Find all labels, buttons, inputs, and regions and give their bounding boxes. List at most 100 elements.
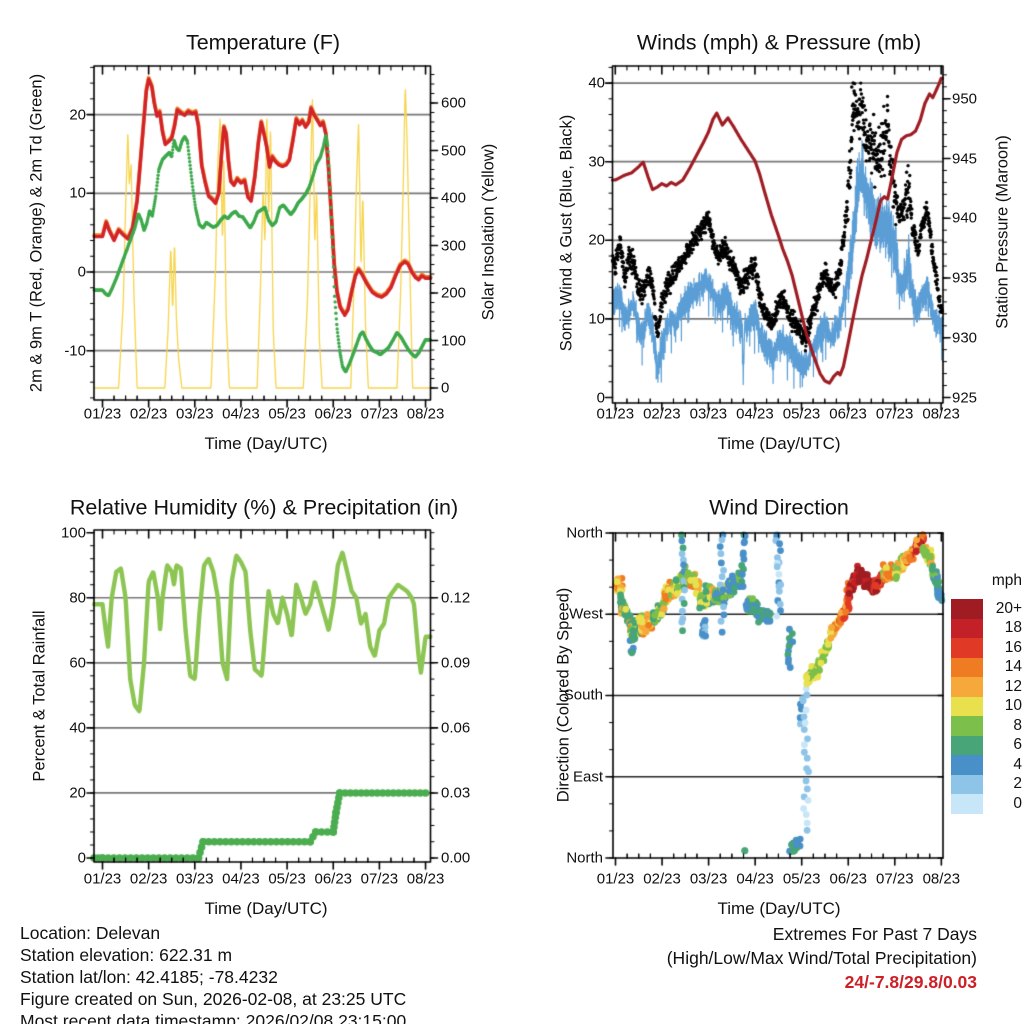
direction-y-tick: North — [566, 849, 603, 867]
x-tick-label: 02/23 — [129, 870, 168, 888]
x-tick-label: 05/23 — [268, 405, 306, 423]
colorbar-label: 2 — [1013, 775, 1022, 793]
direction-y-tick: East — [572, 768, 603, 786]
temp-y-tick: 0 — [77, 263, 86, 281]
rh-y-tick: 60 — [69, 654, 86, 672]
pressure-right-axis-label: Station Pressure (Maroon) — [993, 135, 1012, 329]
colorbar-label: 8 — [1013, 716, 1022, 734]
pressure-y-tick: 925 — [952, 389, 978, 406]
x-tick-label: 03/23 — [689, 405, 728, 423]
colorbar-label: 6 — [1013, 736, 1022, 754]
x-tick-label: 05/23 — [782, 870, 821, 888]
direction-y-tick: North — [566, 524, 603, 542]
solar-y-tick: 400 — [441, 189, 467, 207]
x-tick-label: 07/23 — [360, 405, 399, 423]
x-tick-label: 08/23 — [922, 405, 960, 423]
x-tick-label: 03/23 — [689, 870, 728, 888]
temp-y-tick: 10 — [69, 184, 86, 202]
x-tick-label: 06/23 — [829, 870, 868, 888]
x-tick-label: 06/23 — [829, 405, 867, 423]
footer-created: Figure created on Sun, 2026-02-08, at 23… — [20, 989, 407, 1009]
extremes-values: 24/-7.8/29.8/0.03 — [844, 972, 977, 992]
wind-y-tick: 30 — [588, 153, 605, 171]
colorbar-label: 4 — [1013, 755, 1022, 773]
x-tick-label: 01/23 — [596, 405, 635, 423]
panel-title-humidity: Relative Humidity (%) & Precipitation (i… — [69, 495, 459, 520]
colorbar-label: 0 — [1013, 794, 1022, 812]
x-tick-label: 08/23 — [406, 405, 445, 423]
rh-y-tick: 20 — [69, 784, 86, 802]
rh-y-tick: 80 — [69, 589, 86, 607]
temp-x-axis-label: Time (Day/UTC) — [204, 434, 328, 453]
x-tick-label: 07/23 — [875, 405, 914, 423]
rh-y-tick: 40 — [69, 719, 86, 737]
footer-latlon: Station lat/lon: 42.4185; -78.4232 — [20, 967, 278, 987]
x-tick-label: 02/23 — [129, 405, 168, 423]
pressure-y-tick: 945 — [952, 150, 978, 167]
colorbar-label: 18 — [1004, 619, 1022, 637]
x-tick-label: 03/23 — [176, 405, 214, 423]
x-tick-label: 06/23 — [314, 405, 353, 423]
footer-timestamp: Most recent data timestamp: 2026/02/08 2… — [20, 1011, 407, 1024]
direction-x-axis-label: Time (Day/UTC) — [717, 899, 841, 918]
colorbar-label: 10 — [1004, 697, 1022, 715]
colorbar-swatch — [951, 677, 983, 697]
extremes-block: Extremes For Past 7 Days (High/Low/Max W… — [667, 922, 977, 994]
humidity-left-axis-label: Percent & Total Rainfall — [30, 610, 49, 782]
solar-y-tick: 0 — [441, 379, 450, 397]
station-footer: Location: Delevan Station elevation: 622… — [20, 922, 406, 1024]
x-tick-label: 08/23 — [922, 870, 961, 888]
extremes-subtitle: (High/Low/Max Wind/Total Precipitation) — [666, 948, 977, 968]
wind-y-tick: 40 — [588, 74, 605, 92]
rh-y-tick: 100 — [60, 524, 86, 542]
x-tick-label: 01/23 — [83, 870, 122, 888]
wind-left-axis-label: Sonic Wind & Gust (Blue, Black) — [557, 114, 576, 352]
colorbar-swatch — [951, 774, 983, 794]
footer-location: Location: Delevan — [20, 923, 161, 943]
x-tick-label: 05/23 — [268, 870, 306, 888]
x-tick-label: 05/23 — [782, 405, 821, 423]
x-tick-label: 07/23 — [876, 870, 914, 888]
wind-y-tick: 20 — [588, 231, 605, 249]
x-tick-label: 02/23 — [643, 405, 681, 423]
direction-y-tick: West — [569, 605, 603, 623]
x-tick-label: 07/23 — [360, 870, 399, 888]
footer-elevation: Station elevation: 622.31 m — [20, 945, 233, 965]
solar-right-axis-label: Solar Insolation (Yellow) — [479, 143, 498, 321]
colorbar-label: 12 — [1004, 677, 1022, 695]
extremes-title: Extremes For Past 7 Days — [772, 924, 977, 944]
colorbar-swatch — [951, 735, 983, 755]
pressure-y-tick: 940 — [952, 209, 978, 227]
solar-y-tick: 300 — [441, 237, 467, 254]
solar-y-tick: 500 — [441, 142, 467, 159]
colorbar-title: mph — [991, 572, 1022, 589]
wind-x-axis-label: Time (Day/UTC) — [717, 434, 841, 453]
x-tick-label: 04/23 — [222, 870, 260, 888]
colorbar-swatch — [951, 755, 983, 775]
temp-y-tick: -10 — [64, 342, 86, 360]
precip-y-tick: 0.12 — [441, 589, 471, 607]
temp-y-tick: 20 — [69, 106, 86, 124]
x-tick-label: 04/23 — [222, 405, 260, 423]
pressure-y-tick: 935 — [952, 269, 978, 287]
colorbar-swatch — [951, 657, 983, 677]
x-tick-label: 04/23 — [736, 405, 774, 423]
precip-y-tick: 0.06 — [441, 719, 471, 737]
precip-y-tick: 0.09 — [441, 654, 471, 672]
colorbar-swatch — [951, 618, 983, 638]
colorbar-label: 14 — [1004, 658, 1022, 676]
x-tick-label: 01/23 — [596, 870, 635, 888]
precip-y-tick: 0.03 — [441, 784, 471, 802]
rh-y-tick: 0 — [77, 849, 86, 867]
colorbar-swatch — [951, 716, 983, 736]
colorbar-swatch — [951, 638, 983, 658]
wind-y-tick: 10 — [588, 310, 605, 328]
wind-y-tick: 0 — [596, 389, 605, 406]
panel-title-winddirection: Wind Direction — [709, 495, 849, 520]
colorbar-label: 16 — [1004, 638, 1022, 656]
x-tick-label: 03/23 — [176, 870, 214, 888]
solar-y-tick: 600 — [441, 94, 467, 112]
temp-left-axis-label: 2m & 9m T (Red, Orange) & 2m Td (Green) — [27, 73, 46, 393]
